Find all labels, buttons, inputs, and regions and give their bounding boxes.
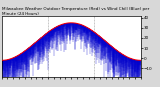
Text: Milwaukee Weather Outdoor Temperature (Red) vs Wind Chill (Blue) per Minute (24 : Milwaukee Weather Outdoor Temperature (R… [2,7,149,16]
